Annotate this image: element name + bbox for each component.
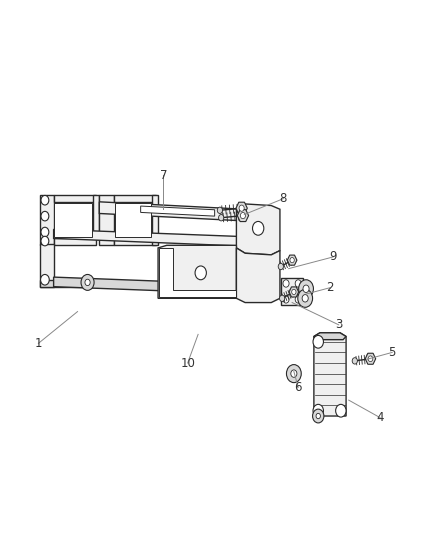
Circle shape xyxy=(278,263,283,270)
Circle shape xyxy=(313,405,323,417)
Polygon shape xyxy=(236,202,247,214)
Text: 3: 3 xyxy=(335,318,343,332)
Circle shape xyxy=(41,212,49,221)
Circle shape xyxy=(295,280,301,287)
Circle shape xyxy=(303,285,309,293)
Circle shape xyxy=(336,405,346,417)
Polygon shape xyxy=(53,229,270,251)
Polygon shape xyxy=(54,203,92,237)
Polygon shape xyxy=(281,278,303,305)
Circle shape xyxy=(290,257,294,263)
Polygon shape xyxy=(40,244,53,287)
Polygon shape xyxy=(40,195,53,245)
Polygon shape xyxy=(115,203,151,237)
Polygon shape xyxy=(114,195,156,202)
Polygon shape xyxy=(237,204,280,255)
Circle shape xyxy=(283,296,289,303)
Circle shape xyxy=(302,295,308,302)
Polygon shape xyxy=(314,333,346,416)
Polygon shape xyxy=(289,287,299,297)
Polygon shape xyxy=(287,255,297,265)
Text: 6: 6 xyxy=(294,381,302,394)
Circle shape xyxy=(279,295,285,302)
Polygon shape xyxy=(237,248,280,303)
Circle shape xyxy=(195,266,206,280)
Circle shape xyxy=(352,358,357,364)
Circle shape xyxy=(217,207,223,214)
Text: 9: 9 xyxy=(329,251,337,263)
Circle shape xyxy=(368,356,373,361)
Polygon shape xyxy=(365,353,376,364)
Polygon shape xyxy=(237,209,249,222)
Circle shape xyxy=(41,227,49,237)
Polygon shape xyxy=(53,195,96,202)
Text: 10: 10 xyxy=(180,357,195,369)
Polygon shape xyxy=(314,333,346,340)
Polygon shape xyxy=(53,238,96,245)
Circle shape xyxy=(316,414,321,419)
Polygon shape xyxy=(40,280,96,287)
Text: 1: 1 xyxy=(35,337,42,350)
Text: 7: 7 xyxy=(159,169,167,182)
Polygon shape xyxy=(114,238,156,245)
Circle shape xyxy=(85,279,90,286)
Polygon shape xyxy=(93,195,99,238)
Circle shape xyxy=(239,205,244,211)
Circle shape xyxy=(313,335,323,348)
Circle shape xyxy=(313,409,324,423)
Circle shape xyxy=(295,296,301,303)
Circle shape xyxy=(283,280,289,287)
Circle shape xyxy=(41,274,49,285)
Polygon shape xyxy=(141,206,215,216)
Circle shape xyxy=(253,221,264,235)
Circle shape xyxy=(286,365,301,383)
Text: 2: 2 xyxy=(326,281,334,294)
Circle shape xyxy=(41,236,49,246)
Circle shape xyxy=(240,213,245,219)
Circle shape xyxy=(292,289,296,295)
Polygon shape xyxy=(99,202,244,221)
Text: 5: 5 xyxy=(389,346,396,359)
Polygon shape xyxy=(158,245,237,298)
Circle shape xyxy=(298,289,313,308)
Circle shape xyxy=(219,215,224,221)
Polygon shape xyxy=(159,248,236,297)
Circle shape xyxy=(291,370,297,377)
Text: 8: 8 xyxy=(280,192,287,205)
Circle shape xyxy=(81,274,94,290)
Polygon shape xyxy=(53,277,270,298)
Circle shape xyxy=(299,280,314,298)
Circle shape xyxy=(41,196,49,205)
Polygon shape xyxy=(152,195,158,245)
Text: 4: 4 xyxy=(376,411,384,424)
Polygon shape xyxy=(99,195,114,245)
